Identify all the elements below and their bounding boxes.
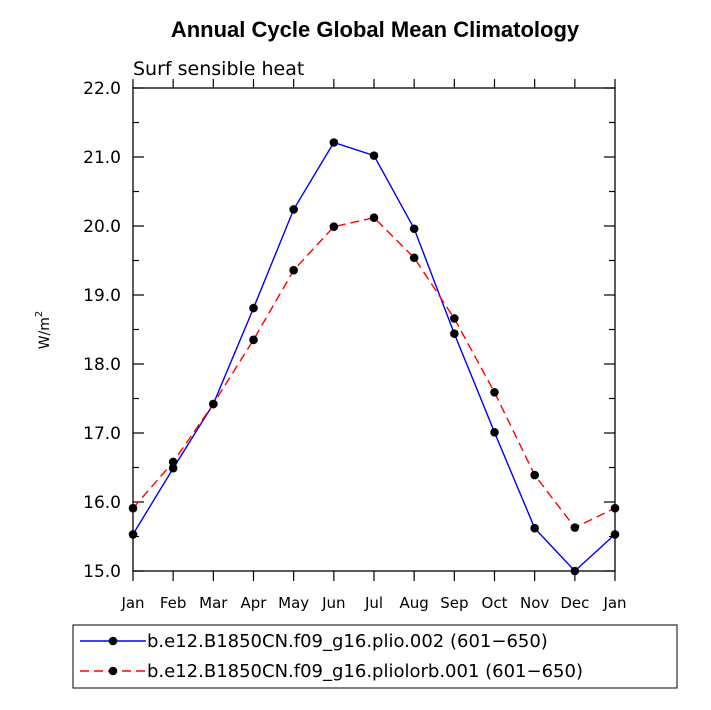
chart-subtitle: Surf sensible heat [133, 58, 304, 80]
x-tick-label: Oct [482, 594, 508, 612]
x-tick-label: Dec [560, 594, 589, 612]
series-2-point [530, 470, 539, 480]
legend-label-1: b.e12.B1850CN.f09_g16.plio.002 (601−650) [147, 631, 548, 652]
y-tick-label: 20.0 [83, 217, 121, 237]
y-tick-label: 18.0 [83, 355, 121, 375]
x-tick-labels: Jan Feb Mar Apr May Jun Jul Aug Sep Oct Nov Dec Jan [120, 594, 626, 612]
legend-marker-2 [108, 666, 118, 676]
series-2-point [450, 314, 459, 323]
x-tick-label: May [278, 594, 309, 612]
chart-title: Annual Cycle Global Mean Climatology [171, 17, 580, 42]
x-tick-label: Jan [602, 594, 626, 612]
series-2-point [209, 399, 218, 409]
series-1-point [570, 566, 580, 576]
series-2-point [249, 335, 258, 345]
series-1-point [369, 151, 379, 160]
series-1-point [530, 523, 539, 533]
y-tick-label: 22.0 [83, 79, 121, 99]
legend: b.e12.B1850CN.f09_g16.plio.002 (601−650)… [80, 631, 583, 682]
plot-area [132, 87, 616, 572]
series-2-point [369, 213, 379, 223]
x-tick-label: Sep [440, 594, 468, 612]
x-tick-label: Jan [120, 594, 144, 612]
series-line-1 [132, 141, 616, 572]
series-2-point [570, 523, 580, 532]
series-2-point [610, 503, 620, 513]
series-2-point [289, 265, 298, 275]
y-tick-labels: 15.0 16.0 17.0 18.0 19.0 20.0 21.0 22.0 [83, 79, 121, 582]
series-line-2 [132, 216, 616, 529]
series-group [128, 138, 620, 576]
series-1-point [128, 530, 138, 539]
series-2-point [409, 253, 419, 263]
y-axis-label: W/m2 [34, 311, 53, 350]
x-tick-label: Jul [364, 594, 383, 612]
series-2-point [168, 457, 178, 467]
series-1-point [249, 303, 258, 313]
y-axis-label-unit: W/m [37, 317, 53, 349]
axis-ticks [132, 79, 616, 581]
series-1-point [289, 205, 298, 214]
series-1-point [329, 138, 339, 147]
series-1-point [168, 463, 178, 473]
legend-marker-1 [108, 636, 118, 646]
x-tick-label: Aug [400, 594, 429, 612]
x-tick-label: Apr [241, 594, 268, 612]
legend-label-2: b.e12.B1850CN.f09_g16.pliolorb.001 (601−… [147, 661, 583, 682]
series-1-point [490, 428, 499, 437]
x-tick-label: Mar [199, 594, 228, 612]
series-2-point [329, 222, 339, 231]
series-2-point [128, 503, 138, 513]
series-1-point [610, 530, 620, 539]
series-1-point [409, 224, 419, 234]
y-tick-label: 21.0 [83, 148, 121, 168]
y-tick-label: 19.0 [83, 286, 121, 306]
y-tick-label: 17.0 [83, 424, 121, 444]
y-tick-label: 16.0 [83, 493, 121, 513]
legend-box [72, 624, 678, 689]
y-tick-label: 15.0 [83, 562, 121, 582]
x-tick-label: Nov [520, 594, 549, 612]
x-tick-label: Feb [160, 594, 187, 612]
series-2-point [490, 387, 499, 397]
x-tick-label: Jun [321, 594, 345, 612]
y-axis-label-superscript: 2 [34, 311, 45, 317]
series-1-point [450, 329, 459, 338]
